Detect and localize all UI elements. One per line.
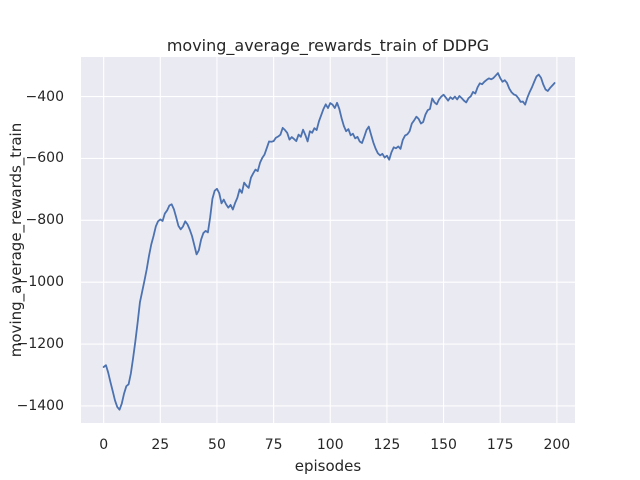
x-tick-label: 200 [543,437,571,453]
x-tick-label: 150 [430,437,457,453]
y-tick-label: −1200 [16,336,64,353]
x-tick-label: 175 [486,437,514,453]
x-tick-label: 75 [264,437,283,453]
x-tick-label: 50 [208,437,226,453]
axes-background [81,57,575,423]
x-tick-label: 100 [316,437,344,453]
y-tick-label: −1000 [16,274,64,291]
chart-title: moving_average_rewards_train of DDPG [166,36,490,55]
x-tick-label: 0 [99,437,109,453]
x-tick-label: 25 [151,437,170,453]
y-tick-label: −800 [25,212,64,229]
x-axis-label: episodes [294,457,362,475]
y-tick-label: −400 [25,88,64,105]
y-tick-label: −600 [25,150,64,167]
y-tick-label: −1400 [16,397,64,414]
reward-line [102,72,556,411]
x-tick-label: 125 [373,437,401,453]
